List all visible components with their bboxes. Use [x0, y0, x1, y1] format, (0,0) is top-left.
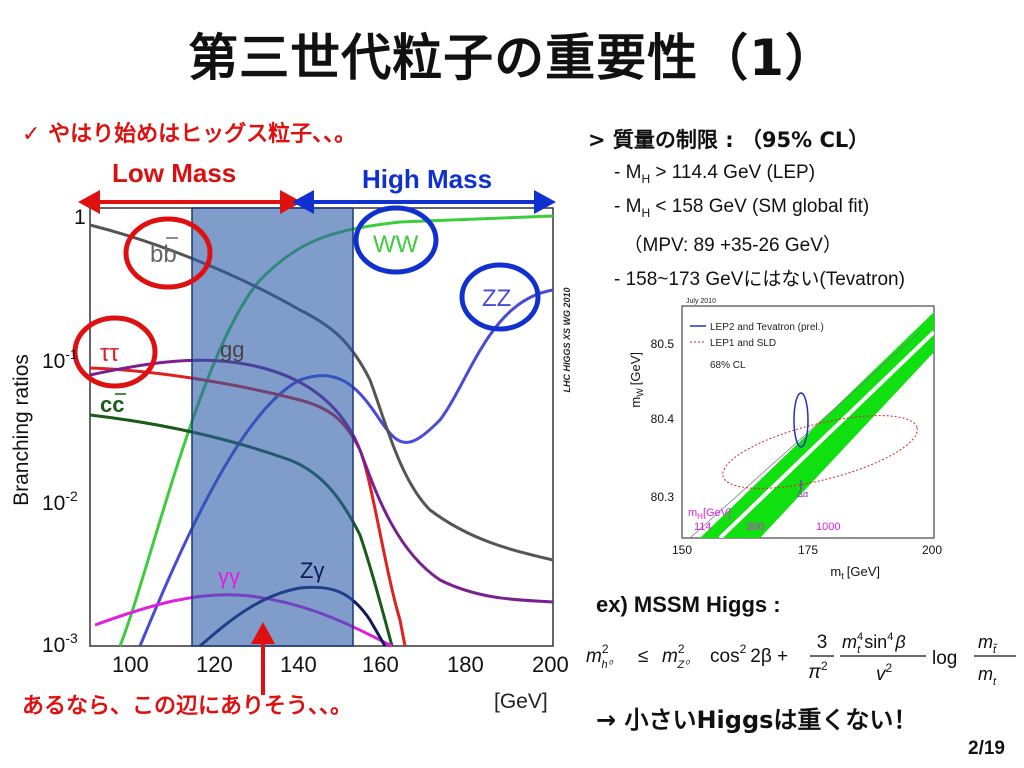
- label-tautau: ττ: [100, 340, 119, 367]
- mass-window-band: [191, 207, 354, 647]
- formula-le: ≤: [638, 646, 648, 667]
- low-mass-label: Low Mass: [112, 158, 237, 188]
- x-tick-100: 100: [112, 652, 149, 677]
- plot-date: July 2010: [686, 298, 716, 305]
- high-mass-arrow-right-head: [534, 190, 556, 214]
- bullet-point: ✓ やはり始めはヒッグス粒子、、。: [22, 122, 357, 147]
- bb-highlight-circle: [123, 216, 213, 290]
- y-tick-80-3: 80.3: [651, 490, 675, 504]
- x-tick-200: 200: [532, 652, 569, 677]
- mssm-mass-bound-formula: m2 h⁰ ≤ m2 Z⁰ cos2 2β + 3 π2 m4 t sin4 β v2 lo…: [586, 631, 1016, 688]
- x-axis-unit-fragment: [GeV]: [494, 690, 548, 713]
- high-mass-arrow-left-head: [292, 190, 314, 214]
- mw-mt-plot: July 2010 LEP2 and Tevatron (prel.) LEP1…: [620, 292, 950, 584]
- constraint-line-lep: - MH > 114.4 GeV (LEP): [614, 162, 816, 186]
- page-number: 2/19: [968, 738, 1005, 759]
- mh-value-300: 300: [746, 521, 764, 533]
- x-tick-160: 160: [362, 652, 399, 677]
- formula-mz: m2 Z⁰: [662, 642, 690, 671]
- mh-band-white-line: [718, 330, 934, 538]
- label-zgamma: Zγ: [300, 558, 324, 583]
- constraint-line-mpv: （MPV: 89 +35-26 GeV）: [614, 235, 842, 256]
- y-axis-title: Branching ratios: [10, 354, 33, 506]
- frac2-denominator: v2: [876, 661, 893, 685]
- y-tick-1e-1: 10-1: [42, 346, 78, 373]
- label-gammagamma: γγ: [218, 564, 240, 589]
- zz-highlight-circle: [459, 262, 541, 332]
- low-mass-arrow-right-head: [280, 190, 302, 214]
- frac2-numerator: m4 t sin4 β: [842, 631, 906, 656]
- mh-value-1000: 1000: [816, 521, 840, 533]
- mssm-label: ex) MSSM Higgs :: [596, 592, 781, 617]
- legend-lep2: LEP2 and Tevatron (prel.): [710, 322, 824, 333]
- y-tick-1: 1: [74, 206, 86, 229]
- x-axis-title: mt [GeV]: [830, 564, 880, 581]
- mh-band-guide: [689, 331, 921, 538]
- x-tick-175: 175: [798, 543, 818, 557]
- label-cc: cc: [100, 392, 124, 417]
- formula-cos: cos2 2β +: [710, 642, 788, 667]
- y-axis-ticks: 1 10-1 10-2 10-3: [42, 206, 86, 657]
- slide-title: 第三世代粒子の重要性（1）: [188, 29, 836, 87]
- frac1-numerator: 3: [817, 632, 828, 653]
- formula-lhs: m2 h⁰: [586, 642, 614, 671]
- y-axis-title: mW[GeV]: [628, 352, 645, 408]
- legend-cl: 68% CL: [710, 360, 746, 371]
- x-tick-140: 140: [280, 652, 317, 677]
- branching-ratio-plot: bb ττ cc gg WW ZZ γγ Zγ Branching ratios…: [10, 190, 572, 695]
- mh-band: [700, 312, 934, 538]
- frac3-denominator: mt: [978, 664, 997, 688]
- label-gg: gg: [220, 337, 244, 362]
- label-ww: WW: [373, 231, 419, 258]
- x-tick-120: 120: [196, 652, 233, 677]
- x-tick-200: 200: [922, 543, 942, 557]
- ww-highlight-circle: [353, 205, 439, 275]
- tautau-highlight-circle: [72, 315, 158, 389]
- x-tick-180: 180: [447, 652, 484, 677]
- lep2-tevatron-ellipse: [793, 392, 809, 448]
- x-tick-150: 150: [672, 543, 692, 557]
- low-mass-arrow-left-head: [78, 190, 100, 214]
- formula-log: log: [932, 648, 957, 669]
- mass-constraint-heading: > 質量の制限 : （95% CL）: [588, 128, 870, 152]
- constraint-line-global-fit: - MH < 158 GeV (SM global fit): [614, 196, 870, 220]
- label-zz: ZZ: [482, 285, 511, 312]
- y-tick-1e-2: 10-2: [42, 488, 78, 515]
- legend-lep1: LEP1 and SLD: [710, 338, 776, 349]
- watermark-text: LHC HIGGS XS WG 2010: [562, 287, 572, 392]
- pointer-arrow-head: [251, 622, 275, 644]
- lep1-sld-ellipse: [722, 415, 918, 489]
- constraint-line-tevatron: - 158~173 GeVにはない(Tevatron): [614, 269, 905, 290]
- y-tick-80-4: 80.4: [651, 412, 675, 426]
- y-tick-80-5: 80.5: [651, 337, 675, 351]
- high-mass-label: High Mass: [362, 164, 493, 194]
- mh-label: mH[GeV]: [688, 507, 731, 521]
- frac1-denominator: π2: [808, 659, 828, 683]
- x-axis-ticks: 100 120 140 160 180 200: [112, 652, 569, 677]
- delta-alpha-label: Δα: [797, 489, 808, 499]
- y-tick-1e-3: 10-3: [42, 630, 78, 657]
- mh-value-114: 114: [694, 521, 712, 533]
- label-bb: bb: [150, 241, 177, 268]
- conclusion-text: → 小さいHiggsは重くない！: [596, 706, 918, 734]
- frac3-numerator: mt̃: [978, 632, 998, 656]
- bottom-note: あるなら、この辺にありそう、、。: [22, 694, 353, 719]
